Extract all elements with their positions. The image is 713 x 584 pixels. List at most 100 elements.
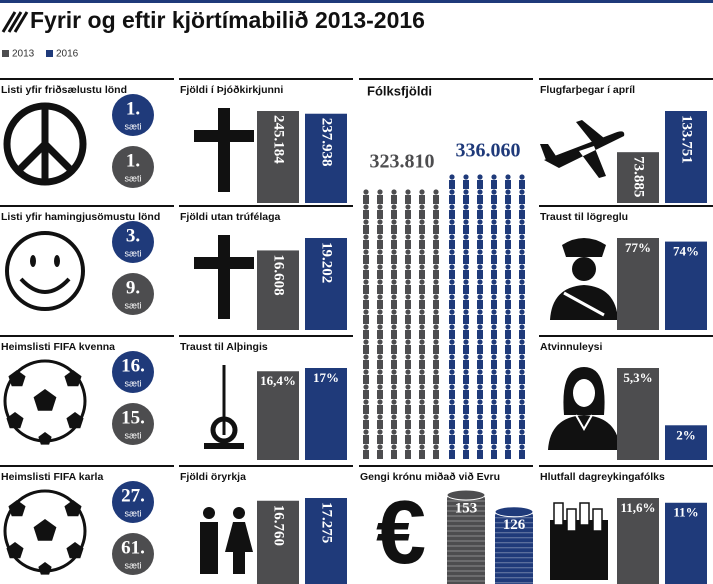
person-body	[491, 315, 497, 324]
person-body	[405, 210, 411, 219]
person-body	[463, 285, 469, 294]
person-head	[463, 414, 469, 420]
person-head	[363, 384, 369, 390]
person-body	[363, 390, 369, 399]
person-body	[505, 285, 511, 294]
person-body	[405, 255, 411, 264]
panel-rule	[359, 78, 533, 80]
person-body	[405, 375, 411, 384]
coin-top	[494, 506, 534, 518]
person-body	[419, 435, 425, 444]
bar-label: 19.202	[319, 242, 335, 283]
person-head	[405, 189, 411, 195]
person-body	[505, 405, 511, 414]
person-head	[391, 294, 397, 300]
person-head	[449, 204, 455, 210]
person-body	[477, 330, 483, 339]
person-head	[391, 414, 397, 420]
person-body	[477, 195, 483, 204]
person-body	[463, 330, 469, 339]
person-body	[463, 450, 469, 459]
person-head	[477, 339, 483, 345]
police-strap	[563, 291, 605, 317]
person-body	[433, 435, 439, 444]
person-body	[505, 270, 511, 279]
person-body	[491, 375, 497, 384]
person-head	[419, 384, 425, 390]
person-body	[463, 270, 469, 279]
person-head	[463, 339, 469, 345]
person-head	[405, 399, 411, 405]
person-head	[449, 339, 455, 345]
person-head	[519, 234, 525, 240]
person-head	[405, 204, 411, 210]
cigarette	[566, 508, 577, 532]
person-head	[449, 234, 455, 240]
person-body	[391, 360, 397, 369]
person-body	[377, 285, 383, 294]
person-body	[363, 420, 369, 429]
person-body	[433, 345, 439, 354]
person-head	[449, 309, 455, 315]
bar	[257, 500, 299, 584]
person-head	[505, 234, 511, 240]
person-head	[449, 249, 455, 255]
person-head	[363, 309, 369, 315]
person-head	[477, 294, 483, 300]
coin-label: 153	[455, 500, 478, 516]
person-head	[363, 324, 369, 330]
person-head	[405, 414, 411, 420]
person-head	[405, 264, 411, 270]
person-body	[433, 210, 439, 219]
person-body	[419, 300, 425, 309]
person-body	[391, 330, 397, 339]
bar-label: 77%	[625, 240, 651, 255]
cigarette	[579, 502, 590, 526]
person-body	[449, 330, 455, 339]
panel-rule	[0, 78, 174, 80]
person-head	[419, 204, 425, 210]
person-head	[463, 354, 469, 360]
person-head	[519, 264, 525, 270]
person-body	[449, 195, 455, 204]
person-head	[505, 189, 511, 195]
person-head	[391, 204, 397, 210]
person-head	[363, 264, 369, 270]
person-body	[363, 375, 369, 384]
person-body	[391, 435, 397, 444]
rank-label: 16.	[121, 355, 145, 376]
person-head	[433, 399, 439, 405]
person-head	[463, 174, 469, 180]
person-head	[477, 174, 483, 180]
person-body	[449, 285, 455, 294]
person-head	[377, 219, 383, 225]
panel-rule	[0, 465, 174, 467]
person-body	[419, 330, 425, 339]
person-body	[377, 315, 383, 324]
person-head	[363, 189, 369, 195]
bar	[665, 425, 707, 460]
person-head	[477, 399, 483, 405]
person-head	[363, 354, 369, 360]
bar	[617, 152, 659, 203]
person-head	[419, 429, 425, 435]
woman-face	[573, 379, 595, 407]
person-body	[391, 210, 397, 219]
person-body	[405, 300, 411, 309]
football-patch	[33, 389, 57, 411]
person-head	[463, 264, 469, 270]
person-head	[505, 324, 511, 330]
person-head	[463, 324, 469, 330]
person-body	[419, 270, 425, 279]
person-head	[433, 249, 439, 255]
cross-icon	[194, 235, 254, 319]
person-body	[391, 300, 397, 309]
person-body	[449, 300, 455, 309]
person-head	[477, 429, 483, 435]
person-body	[519, 450, 525, 459]
rank-unit: sæti	[124, 173, 141, 183]
person-head	[391, 354, 397, 360]
person-body	[491, 300, 497, 309]
person-head	[419, 444, 425, 450]
person-head	[477, 369, 483, 375]
